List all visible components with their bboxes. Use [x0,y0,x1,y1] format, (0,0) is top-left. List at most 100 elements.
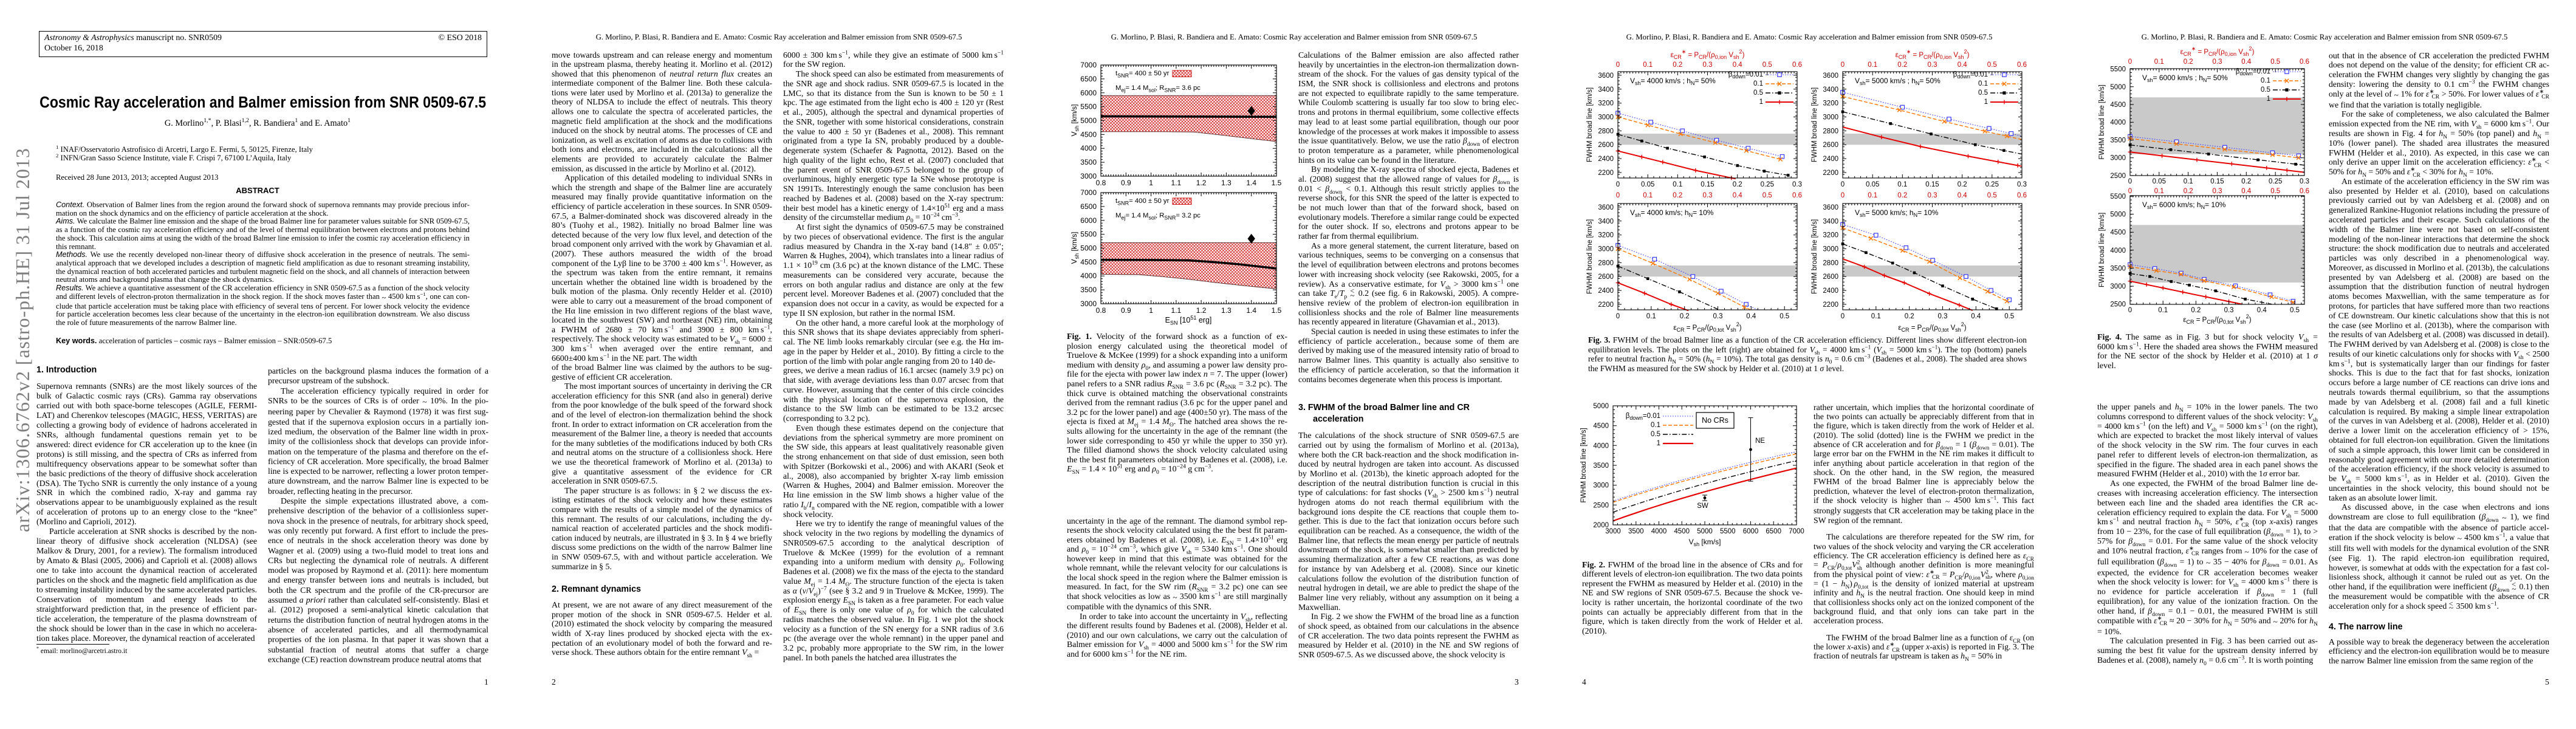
svg-text:1: 1 [1657,440,1660,447]
svg-text:0: 0 [1841,313,1845,320]
svg-text:6500: 6500 [1080,202,1097,211]
svg-text:0.5: 0.5 [2270,188,2280,195]
svg-text:2200: 2200 [1823,169,1838,177]
svg-text:0.4: 0.4 [1746,313,1756,320]
svg-text:NE: NE [1755,437,1765,445]
svg-text:3000: 3000 [1080,172,1097,180]
svg-text:2000: 2000 [1593,522,1609,529]
svg-text:0.5: 0.5 [1762,61,1772,69]
svg-text:0.1: 0.1 [1978,80,1988,87]
svg-text:5000: 5000 [1080,117,1097,125]
svg-text:0.4: 0.4 [1971,313,1981,320]
svg-text:FWHM broad line [km/s]: FWHM broad line [km/s] [1580,428,1588,502]
svg-text:0.1: 0.1 [1643,192,1653,199]
svg-text:0: 0 [1616,181,1620,188]
svg-text:4000: 4000 [1080,144,1097,152]
svg-text:1: 1 [1984,98,1988,106]
svg-text:2800: 2800 [1823,128,1838,135]
svg-text:3000: 3000 [1598,114,1614,122]
svg-text:0.8: 0.8 [1096,179,1106,187]
svg-text:0.1: 0.1 [1643,61,1653,69]
svg-text:3200: 3200 [1823,100,1838,108]
svg-text:Vsh= 4000 km/s; hN= 10%: Vsh= 4000 km/s; hN= 10% [1630,208,1714,218]
svg-text:0.5: 0.5 [1987,61,1997,69]
svg-text:0: 0 [2128,58,2132,66]
svg-text:0.5: 0.5 [2290,307,2300,314]
svg-text:0.6: 0.6 [1792,192,1802,199]
svg-text:0.15: 0.15 [1925,181,1939,188]
svg-text:7000: 7000 [1080,61,1097,69]
svg-text:3400: 3400 [1598,218,1614,225]
svg-text:3000: 3000 [1080,299,1097,308]
svg-text:0.3: 0.3 [1928,192,1937,199]
svg-text:1.5: 1.5 [1272,179,1282,187]
svg-text:βdown=0.01: βdown=0.01 [1953,71,1988,80]
svg-text:2400: 2400 [1823,287,1838,295]
svg-text:5500: 5500 [2110,66,2126,74]
svg-text:1.2: 1.2 [1196,179,1207,187]
svg-text:Vsh= 4000 km/s ; hN= 50%: Vsh= 4000 km/s ; hN= 50% [1630,77,1716,86]
svg-text:0.1: 0.1 [1651,422,1660,429]
svg-text:0.1: 0.1 [2261,77,2270,84]
svg-text:0.15: 0.15 [1701,181,1714,188]
svg-text:2500: 2500 [1593,502,1609,509]
svg-text:0.1: 0.1 [1897,181,1907,188]
svg-text:εCR∗ = PCR/(ρ0,ion Vsh2): εCR∗ = PCR/(ρ0,ion Vsh2) [1896,49,1970,60]
svg-text:3500: 3500 [2110,137,2126,145]
svg-text:0.5: 0.5 [1753,89,1763,97]
svg-text:0.5: 0.5 [2004,313,2014,320]
svg-text:0.1: 0.1 [1871,313,1881,320]
svg-text:0.5: 0.5 [1762,192,1772,199]
svg-text:FWHM broad line [km/s]: FWHM broad line [km/s] [1811,219,1818,294]
svg-text:2200: 2200 [1598,301,1614,309]
svg-text:0.15: 0.15 [2210,178,2224,185]
svg-text:3600: 3600 [1598,204,1614,211]
svg-text:2500: 2500 [2110,173,2126,180]
svg-text:4500: 4500 [1593,423,1609,430]
svg-text:FWHM broad line [km/s]: FWHM broad line [km/s] [1811,87,1818,162]
svg-text:3000: 3000 [1823,114,1838,122]
svg-text:4000: 4000 [1593,442,1609,450]
svg-text:0.4: 0.4 [2241,58,2252,66]
svg-text:0.3: 0.3 [1713,313,1723,320]
svg-text:6000: 6000 [1743,528,1759,535]
svg-text:Vsh= 5000 km/s ; hN= 50%: Vsh= 5000 km/s ; hN= 50% [1855,77,1941,86]
svg-text:3500: 3500 [1080,158,1097,166]
svg-text:4500: 4500 [1080,130,1097,139]
svg-text:FWHM broad line [km/s]: FWHM broad line [km/s] [1586,219,1594,294]
svg-text:εCR = PCR/(ρ0,tot Vsh2): εCR = PCR/(ρ0,tot Vsh2) [2183,313,2251,325]
svg-text:0.4: 0.4 [1958,61,1968,69]
svg-text:0.2: 0.2 [1733,181,1742,188]
svg-text:2600: 2600 [1823,142,1838,149]
svg-text:0.6: 0.6 [2300,188,2309,195]
svg-text:3500: 3500 [1080,286,1097,294]
svg-text:2400: 2400 [1598,287,1614,295]
svg-text:4000: 4000 [2110,247,2126,255]
svg-text:0.3: 0.3 [1928,61,1937,69]
svg-text:Vsh= 5000 km/s; hN= 10%: Vsh= 5000 km/s; hN= 10% [1855,208,1939,218]
svg-text:1: 1 [1149,179,1153,187]
svg-text:3500: 3500 [1628,528,1644,535]
svg-text:3000: 3000 [1605,528,1621,535]
svg-text:6000: 6000 [1080,216,1097,225]
svg-text:0.4: 0.4 [1733,192,1743,199]
svg-text:0.5: 0.5 [1987,192,1997,199]
svg-text:0.25: 0.25 [1985,181,1999,188]
svg-text:0: 0 [1616,313,1620,320]
svg-text:0.1: 0.1 [2154,58,2164,66]
svg-text:2800: 2800 [1598,259,1614,267]
svg-text:1.5: 1.5 [1272,306,1282,315]
svg-text:2500: 2500 [2110,301,2126,309]
svg-text:5000: 5000 [1080,244,1097,253]
svg-text:4000: 4000 [2110,119,2126,126]
svg-text:2800: 2800 [1598,128,1614,135]
svg-text:FWHM broad line [km/s]: FWHM broad line [km/s] [2098,213,2106,287]
svg-text:5000: 5000 [2110,211,2126,219]
svg-text:6500: 6500 [1766,528,1781,535]
svg-text:0.3: 0.3 [2017,181,2027,188]
svg-text:3200: 3200 [1598,232,1614,239]
svg-text:Vsh [km/s]: Vsh [km/s] [1689,538,1721,547]
svg-text:3500: 3500 [2110,265,2126,272]
svg-text:4000: 4000 [1651,528,1667,535]
svg-text:0.6: 0.6 [2300,58,2309,66]
